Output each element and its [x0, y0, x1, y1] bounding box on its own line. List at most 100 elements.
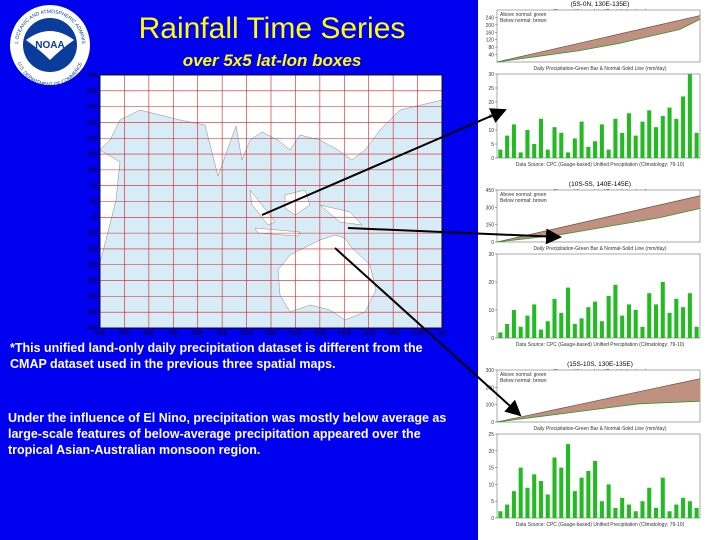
- arrow: [334, 247, 522, 417]
- bar: [660, 282, 665, 338]
- bar: [653, 304, 659, 338]
- bar: [593, 141, 598, 158]
- lat-label: 40N: [87, 73, 98, 79]
- y-tick-label: 80: [488, 45, 494, 51]
- bar: [525, 130, 530, 158]
- bar: [538, 481, 544, 518]
- map-frame: [99, 74, 443, 329]
- bar: [667, 511, 672, 518]
- daily-title: Daily Precipitation-Green Bar & Normal-S…: [533, 426, 666, 432]
- bar: [552, 127, 557, 158]
- bar: [687, 293, 692, 338]
- legend-below: Below normal: brown: [500, 18, 547, 24]
- y-tick-label: 20: [488, 449, 494, 455]
- daily-title: Daily Precipitation-Green Bar & Normal-S…: [533, 246, 666, 252]
- arrows: [261, 108, 562, 417]
- y-tick-label: 20: [488, 100, 494, 106]
- panel-region: (15S-10S, 130E-135E): [567, 361, 633, 368]
- y-tick-label: 5: [491, 499, 494, 505]
- lon-label: 140E: [337, 331, 351, 337]
- y-tick-label: 5: [491, 142, 494, 148]
- lat-label: 35N: [87, 89, 98, 95]
- lat-label: 5S: [91, 215, 98, 221]
- bar: [566, 152, 571, 158]
- bar: [498, 332, 503, 338]
- bar: [532, 474, 537, 518]
- y-tick-label: 240: [486, 15, 495, 21]
- legend-above: Above normal: green: [500, 12, 547, 18]
- lon-label: 170E: [411, 331, 425, 337]
- bar: [647, 110, 652, 158]
- subtitle: over 5x5 lat-lon boxes: [183, 51, 362, 70]
- y-tick-label: 10: [488, 128, 494, 134]
- bar: [660, 477, 665, 518]
- y-tick-label: 20: [488, 280, 494, 286]
- daily-frame: [496, 73, 701, 159]
- bar: [667, 312, 672, 338]
- bar: [525, 487, 530, 518]
- bar: [626, 504, 631, 518]
- lat-label: 15N: [87, 152, 98, 158]
- bar: [647, 487, 652, 518]
- bar: [633, 310, 638, 338]
- bar: [606, 296, 611, 338]
- lat-label: 30N: [87, 105, 98, 111]
- lat-label: EQ: [89, 200, 98, 206]
- bar: [633, 511, 638, 518]
- lat-label: 25N: [87, 120, 98, 126]
- lat-label: 40S: [87, 326, 98, 332]
- normal-line: [496, 15, 701, 63]
- bar: [593, 301, 598, 338]
- bar: [606, 149, 611, 158]
- arrow: [347, 227, 562, 245]
- islands: [249, 189, 363, 237]
- bar: [599, 124, 604, 158]
- lat-label: 10N: [87, 168, 98, 174]
- bar: [681, 96, 686, 158]
- bar: [674, 504, 679, 518]
- lon-label: 150E: [362, 331, 376, 337]
- bar: [626, 113, 631, 158]
- observed-line: [496, 208, 701, 243]
- note-line: large-scale features of below-average pr…: [8, 427, 421, 441]
- bar: [667, 107, 672, 158]
- bar: [518, 467, 523, 518]
- bar: [620, 497, 625, 518]
- y-tick-label: 10: [488, 308, 494, 314]
- bar: [559, 132, 564, 158]
- y-tick-label: 30: [488, 252, 494, 258]
- logo-name: NOAA: [35, 40, 64, 51]
- map: 40N 35N 30N 25N 20N 15N 10N 5N EQ 5S 10S 15S 20S 25S 3…: [87, 73, 448, 337]
- y-tick-label: 300: [486, 205, 495, 211]
- bar: [518, 152, 523, 158]
- bar: [579, 121, 584, 158]
- note: Under the influence of El Nino, precipit…: [8, 411, 446, 457]
- bar: [674, 298, 679, 338]
- note-line: CMAP dataset used in the previous three …: [10, 357, 336, 371]
- bar: [559, 312, 564, 338]
- bar: [681, 307, 686, 338]
- lon-label: 70E: [168, 331, 179, 337]
- accum-frame: [496, 9, 701, 63]
- bar: [647, 293, 652, 338]
- bar: [660, 116, 665, 158]
- lon-label: 80E: [192, 331, 203, 337]
- lat-label: 30S: [87, 294, 98, 300]
- lat-label: 15S: [87, 247, 98, 253]
- lon-label: 120E: [288, 331, 302, 337]
- bar: [653, 507, 659, 518]
- lat-label: 25S: [87, 279, 98, 285]
- legend-below: Below normal: brown: [500, 198, 547, 204]
- panel: (15S-10S, 130E-135E)Observed Accumulated…: [486, 361, 701, 528]
- y-tick-label: 10: [488, 482, 494, 488]
- bar: [552, 457, 557, 518]
- bar: [626, 304, 631, 338]
- y-tick-label: 0: [491, 156, 494, 162]
- y-tick-label: 0: [491, 336, 494, 342]
- bar: [694, 326, 699, 338]
- bar: [620, 132, 625, 158]
- bar: [620, 315, 625, 338]
- bar: [586, 146, 591, 158]
- y-tick-label: 300: [486, 368, 495, 374]
